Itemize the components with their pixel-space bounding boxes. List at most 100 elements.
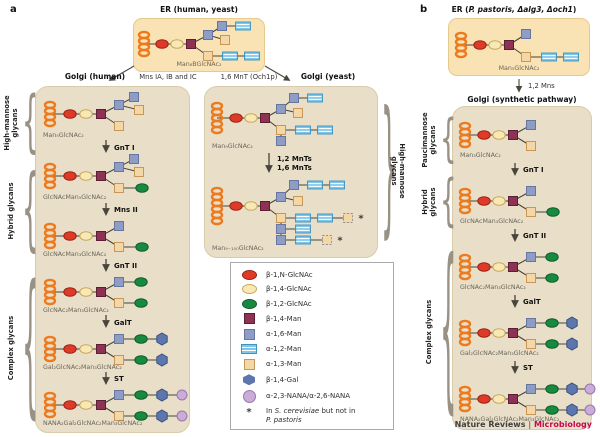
- legend-note-text: In S. cerevisiae but not in P. pastoris: [266, 407, 355, 424]
- down-arrow-icon: [511, 361, 519, 374]
- icon-cell: [241, 344, 257, 355]
- icon-cell: [241, 313, 257, 325]
- down-arrow-icon: [102, 371, 110, 385]
- glycan-product-label: Man₈BGlcNAc₂: [176, 61, 222, 69]
- glycan-glcnacman3-structure: [43, 220, 149, 252]
- enzyme-line: 1,6 MnTs: [277, 163, 312, 172]
- brace-complex-b: {: [440, 228, 457, 436]
- brace-hybrid-b: {: [440, 169, 457, 235]
- enzyme-label: GalT: [523, 298, 541, 307]
- step-arrow-row: GnT I: [511, 162, 591, 178]
- glycan-product-label: NANA₂Gal₂GlcNAc₂Man₃GlcNAc₂: [43, 419, 143, 427]
- legend-item: β-1,4-Man: [241, 313, 388, 325]
- side-label-complex: Complex glycans: [6, 315, 15, 381]
- glycan-glcnacman3-structure: [458, 186, 560, 218]
- blue-hexagon-icon: [243, 374, 255, 386]
- down-arrow-icon: [102, 315, 110, 329]
- arrow-to-golgi-yeast: [264, 65, 291, 81]
- icon-cell: [241, 298, 257, 309]
- glycan-glcnac2man3-structure: [43, 277, 148, 309]
- enzyme-label: ST: [114, 375, 124, 384]
- glycan-product-label: Man₅GlcNAc₂: [498, 65, 540, 73]
- glycan-product-label: NANA₂Gal₂GlcNAc₂Man₃GlcNAc₂: [460, 416, 560, 424]
- down-arrow-icon: [511, 228, 519, 242]
- icon-cell: [241, 284, 257, 295]
- note-species-1: S. cerevisiae: [274, 407, 320, 416]
- glycan-glcnacman5-structure: [43, 154, 149, 194]
- legend-label: α-1,6-Man: [266, 330, 302, 339]
- glycan-structure: GlcNAc₂Man₃GlcNAc₂: [40, 274, 189, 315]
- note-pre: In: [266, 407, 275, 416]
- side-label-paucimannose: Paucimannose glycans: [420, 112, 437, 168]
- legend-item: α-1,3-Man: [241, 358, 388, 370]
- slate-square-icon: [243, 328, 255, 340]
- glycan-man8b-structure: [137, 21, 260, 61]
- glycan-product-label: GlcNAc₂Man₃GlcNAc₂: [460, 284, 526, 292]
- down-arrow-icon: [511, 162, 519, 176]
- panel-a-label: a: [10, 4, 17, 15]
- legend-label: α-1,2-Man: [266, 345, 302, 354]
- icon-cell: [241, 328, 257, 340]
- enzyme-label: ST: [523, 364, 533, 373]
- glycan-product-label: Man₉₋₁₀₀GlcNAc₂: [212, 245, 264, 253]
- glycan-structure: GlcNAcMan₃GlcNAc₂: [40, 218, 189, 259]
- step-arrow-row: GnT I: [102, 140, 189, 155]
- glycan-structure: GlcNAcMan₃GlcNAc₂: [457, 181, 591, 226]
- er-pastoris-title: ER (P. pastoris, Δalg3, Δoch1): [434, 5, 594, 14]
- maroon-square-icon: [243, 313, 255, 325]
- svg-text:*: *: [358, 214, 364, 225]
- step-arrow-row: Mns II: [102, 202, 189, 218]
- legend-item: β-1,2-GlcNAc: [241, 298, 388, 309]
- step-arrow-row: ST: [511, 361, 591, 376]
- glycan-structure: Gal₂GlcNAc₂Man₃GlcNAc₂: [40, 331, 189, 372]
- red-oval-icon: [241, 270, 257, 280]
- side-label-hybrid: Hybrid glycans: [6, 182, 15, 240]
- footer-brand: Nature Reviews: [454, 420, 526, 429]
- er-pastoris-box: Man₅GlcNAc₂: [448, 18, 590, 76]
- glycan-man9-structure: [210, 93, 333, 146]
- asterisk-icon: *: [246, 407, 252, 419]
- enzyme-label: Mns II: [114, 206, 138, 215]
- footer-separator: |: [528, 420, 532, 429]
- legend-label: β-1,4-Gal: [266, 375, 299, 384]
- glycan-product-label: GlcNAcMan₃GlcNAc₂: [460, 218, 524, 226]
- icon-cell: [241, 389, 257, 403]
- note-species-2: P. pastoris: [266, 415, 302, 424]
- er-title-italic: P. pastoris, Δalg3, Δoch1: [468, 5, 573, 14]
- enzyme-line: 1,2 MnTs: [277, 155, 312, 164]
- glycan-product-label: Gal₂GlcNAc₂Man₃GlcNAc₂: [460, 350, 539, 358]
- legend-item: β-1,N-GlcNAc: [241, 270, 388, 280]
- step-arrow-row: GalT: [511, 295, 591, 310]
- tan-square-icon: [243, 358, 255, 370]
- brace-paucimannose: {: [440, 110, 457, 170]
- legend-label: β-1,N-GlcNAc: [266, 270, 313, 279]
- side-label-yeast-high-mannose: High-mannose glycans: [390, 143, 407, 199]
- svg-text:*: *: [337, 236, 343, 247]
- enzyme-label: 1,2 MnTs 1,6 MnTs: [277, 155, 312, 171]
- enzyme-label: GalT: [114, 318, 132, 327]
- icon-cell: [241, 374, 257, 386]
- icon-cell: [241, 358, 257, 370]
- golgi-synthetic-title: Golgi (synthetic pathway): [467, 95, 577, 104]
- panel-b-label: b: [420, 4, 428, 15]
- lavender-circle-icon: [242, 389, 256, 403]
- golgi-human-title: Golgi (human): [64, 72, 126, 81]
- down-arrow-icon: [102, 140, 110, 154]
- glycan-product-label: Gal₂GlcNAc₂Man₃GlcNAc₂: [43, 363, 122, 371]
- note-mid: but not in: [319, 407, 356, 416]
- glycan-nana2-structure: [43, 388, 188, 423]
- step-arrow-row: GalT: [102, 315, 189, 330]
- side-label-complex-b: Complex glycans: [424, 299, 433, 365]
- legend-box: β-1,N-GlcNAc β-1,4-GlcNAc β-1,2-GlcNAc β…: [230, 262, 394, 430]
- legend-item: β-1,4-GlcNAc: [241, 284, 388, 295]
- branch-enzyme-left: Mns IA, IB and IC: [139, 73, 197, 81]
- glycan-structure: Man₅GlcNAc₂: [40, 92, 189, 140]
- glycan-structure: Man₃GlcNAc₂: [457, 115, 591, 160]
- step-arrow-row: 1,2 MnTs 1,6 MnTs: [265, 152, 377, 175]
- enzyme-label-12mns: 1,2 Mns: [528, 82, 555, 90]
- enzyme-label: GnT II: [114, 262, 138, 271]
- brace-complex: {: [22, 258, 39, 437]
- glycan-glcnac2man3-structure: [458, 252, 559, 284]
- arrow-to-golgi-human: [108, 65, 135, 81]
